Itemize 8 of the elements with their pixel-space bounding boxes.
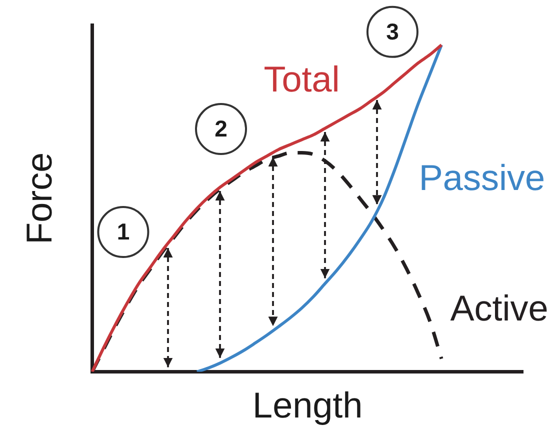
y-axis-title: Force xyxy=(18,152,60,244)
annotation: 2 xyxy=(214,115,228,142)
series-label: Active xyxy=(450,287,548,328)
annotation: 1 xyxy=(116,218,130,244)
series-label: Passive xyxy=(418,157,545,198)
series-label: Total xyxy=(264,58,340,100)
x-axis-title: Length xyxy=(252,384,363,426)
text: 3 xyxy=(386,18,399,44)
